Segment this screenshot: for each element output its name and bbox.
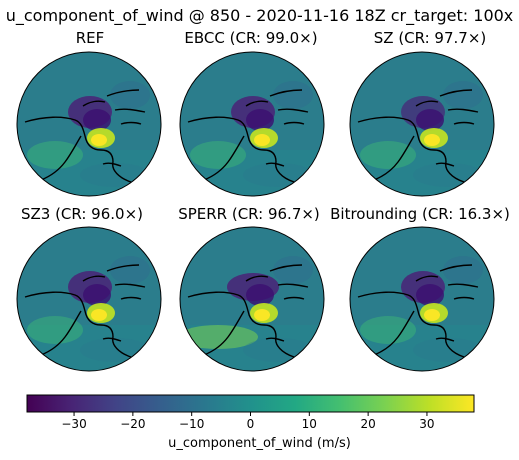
panel-title-sperr: SPERR (CR: 96.7×) <box>178 205 320 223</box>
globe-map-sz3 <box>16 226 162 372</box>
globe-map-bitrounding <box>349 226 495 372</box>
panel-title-ref: REF <box>75 29 105 47</box>
panel-title-bitrounding: Bitrounding (CR: 16.3×) <box>330 205 510 223</box>
colorbar-tick-label: 30 <box>419 417 434 431</box>
globe-map-ref <box>16 51 162 197</box>
colorbar: −30 −20 −10 0 10 20 30 <box>26 394 475 431</box>
colorbar-tick-label: 10 <box>302 417 317 431</box>
panel-title-sz3: SZ3 (CR: 96.0×) <box>20 205 144 223</box>
colorbar-tick-label: −30 <box>61 417 86 431</box>
globe-map-sz <box>349 51 495 197</box>
panel-title-ebcc: EBCC (CR: 99.0×) <box>184 29 318 47</box>
globe-map-sperr <box>179 226 325 372</box>
colorbar-tick-label: 0 <box>247 417 255 431</box>
colorbar-label: u_component_of_wind (m/s) <box>168 436 351 451</box>
panel-title-sz: SZ (CR: 97.7×) <box>373 29 487 47</box>
colorbar-tick-label: 20 <box>360 417 375 431</box>
colorbar-gradient <box>26 394 475 413</box>
figure-title: u_component_of_wind @ 850 - 2020-11-16 1… <box>5 6 514 25</box>
colorbar-tick-label: −20 <box>120 417 145 431</box>
colorbar-tick-label: −10 <box>179 417 204 431</box>
globe-map-ebcc <box>179 51 325 197</box>
